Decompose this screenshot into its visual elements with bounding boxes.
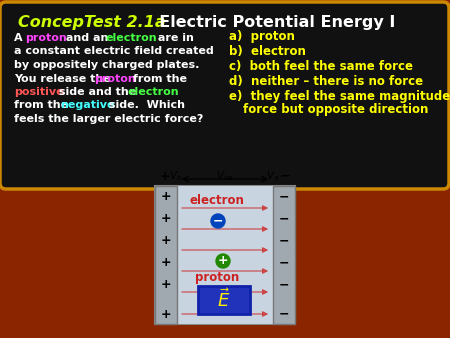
Bar (198, 286, 250, 314)
Text: $V_b$: $V_b$ (169, 169, 182, 183)
Text: electron: electron (190, 194, 245, 207)
Text: side and the: side and the (55, 87, 140, 97)
Text: −: − (279, 235, 289, 247)
Text: from the: from the (129, 73, 187, 83)
Text: +: + (161, 213, 171, 225)
Text: −: − (279, 213, 289, 225)
Text: by oppositely charged plates.: by oppositely charged plates. (14, 60, 199, 70)
Text: negative: negative (60, 100, 114, 111)
Text: c)  both feel the same force: c) both feel the same force (229, 60, 413, 73)
Bar (155, 186, 177, 324)
Text: a)  proton: a) proton (229, 30, 295, 43)
Text: ConcepTest 2.1a: ConcepTest 2.1a (18, 15, 166, 30)
Text: +: + (161, 308, 171, 320)
Text: $V_{ba}$: $V_{ba}$ (216, 169, 234, 183)
Text: feels the larger electric force?: feels the larger electric force? (14, 114, 203, 124)
Text: +: + (161, 257, 171, 269)
Text: from the: from the (14, 100, 72, 111)
Text: positive: positive (14, 87, 63, 97)
Text: and an: and an (62, 33, 112, 43)
FancyBboxPatch shape (0, 2, 449, 189)
Text: −: − (279, 257, 289, 269)
Text: proton: proton (25, 33, 67, 43)
Text: +: + (160, 170, 171, 183)
Text: You release the: You release the (14, 73, 115, 83)
Text: −: − (279, 191, 289, 203)
Text: A: A (14, 33, 27, 43)
Text: −: − (279, 170, 290, 183)
Text: d)  neither – there is no force: d) neither – there is no force (229, 75, 423, 88)
Text: b)  electron: b) electron (229, 45, 306, 58)
Text: electron: electron (105, 33, 157, 43)
Text: Electric Potential Energy I: Electric Potential Energy I (148, 15, 396, 30)
Text: proton: proton (195, 271, 239, 284)
Text: a constant electric field created: a constant electric field created (14, 47, 214, 56)
Bar (177, 186, 273, 324)
Text: $\vec{E}$: $\vec{E}$ (217, 289, 231, 311)
Text: +: + (161, 279, 171, 291)
Text: proton: proton (94, 73, 136, 83)
Bar (273, 186, 295, 324)
Text: +: + (161, 235, 171, 247)
Text: are in: are in (154, 33, 194, 43)
Text: +: + (218, 255, 228, 267)
Text: +: + (161, 191, 171, 203)
Bar (155, 186, 295, 324)
Text: −: − (279, 308, 289, 320)
Text: −: − (213, 215, 223, 227)
Text: electron: electron (127, 87, 179, 97)
Text: $V_a$: $V_a$ (266, 169, 279, 183)
Circle shape (216, 254, 230, 268)
Text: −: − (279, 279, 289, 291)
Text: e)  they feel the same magnitude: e) they feel the same magnitude (229, 90, 450, 103)
Text: side.  Which: side. Which (105, 100, 185, 111)
Text: force but opposite direction: force but opposite direction (243, 103, 428, 116)
Circle shape (211, 214, 225, 228)
